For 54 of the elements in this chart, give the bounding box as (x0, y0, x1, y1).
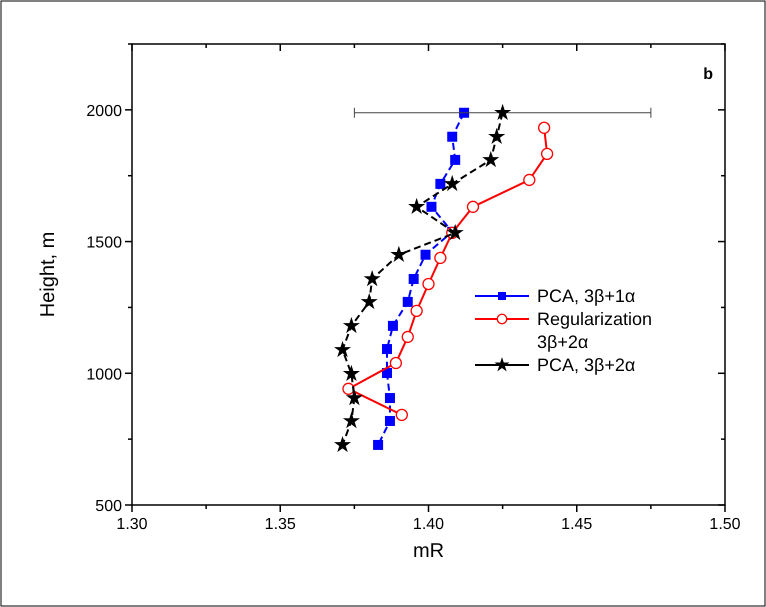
legend-label: Regularization 3β+2α (537, 309, 652, 352)
point (373, 440, 384, 450)
x-axis-title: mR (412, 540, 444, 562)
point (426, 202, 436, 212)
annotation: b (703, 66, 714, 83)
point (450, 154, 460, 165)
point (384, 416, 395, 426)
point (364, 270, 381, 286)
legend-label: PCA, 3β+2α (537, 355, 636, 375)
point (488, 128, 506, 144)
point (538, 122, 550, 134)
point (342, 412, 360, 428)
x-tick-label: 1.40 (412, 516, 444, 533)
point (446, 224, 464, 240)
x-tick-label: 1.45 (561, 516, 592, 533)
point (390, 356, 402, 370)
point (388, 320, 398, 331)
point (334, 436, 352, 452)
point (523, 174, 536, 186)
y-axis-title: Height, m (37, 232, 59, 318)
point (408, 198, 426, 214)
x-tick-label: 1.30 (116, 516, 148, 533)
point (420, 250, 431, 260)
x-tick-label: 1.50 (709, 516, 741, 533)
y-tick-label: 1500 (86, 234, 122, 252)
point (422, 278, 435, 290)
point (435, 178, 446, 189)
point (494, 104, 512, 120)
point (346, 389, 363, 406)
point (410, 304, 423, 318)
point (540, 148, 554, 160)
point (384, 393, 395, 404)
point (342, 364, 360, 382)
x-tick-label: 1.35 (264, 516, 296, 533)
point (334, 340, 352, 358)
point (434, 252, 447, 264)
point (342, 316, 360, 334)
point (390, 246, 408, 262)
y-tick-label: 1000 (86, 366, 122, 384)
y-tick-label: 500 (95, 498, 122, 515)
point (382, 344, 392, 354)
point (402, 330, 414, 344)
point (408, 274, 419, 284)
point (360, 292, 378, 310)
legend-label: PCA, 3β+1α (537, 286, 636, 306)
y-tick-label: 2000 (86, 102, 122, 120)
point (482, 150, 500, 168)
point (342, 382, 355, 395)
point (447, 132, 458, 142)
point (444, 174, 461, 192)
point (466, 200, 480, 213)
point (459, 108, 470, 118)
point (396, 408, 408, 422)
point (402, 296, 413, 307)
